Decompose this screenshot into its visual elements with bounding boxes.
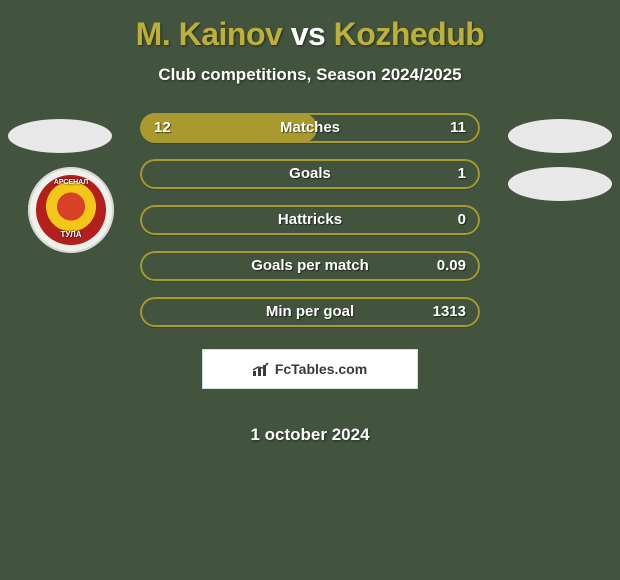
stat-row: Min per goal1313 [140,297,480,327]
stat-right-value: 0.09 [437,251,466,281]
fctables-badge: FcTables.com [202,349,418,389]
stat-right-value: 1313 [433,297,466,327]
subtitle: Club competitions, Season 2024/2025 [0,65,620,85]
page-title: M. Kainov vs Kozhedub [0,0,620,53]
date-text: 1 october 2024 [0,425,620,445]
chart-icon [253,362,271,376]
stat-rows: 12Matches11 Goals1 Hattricks0 Goals per mat… [140,113,480,343]
left-club-crest: АРСЕНАЛ ТУЛА [28,167,114,253]
left-placeholder-ellipse [8,119,112,153]
stat-label: Goals [140,159,480,189]
stat-label: Matches [140,113,480,143]
stat-label: Goals per match [140,251,480,281]
stat-right-value: 1 [458,159,466,189]
stat-row: Hattricks0 [140,205,480,235]
comparison-area: АРСЕНАЛ ТУЛА 12Matches11Goals1Hattricks0… [0,113,620,373]
right-placeholder-ellipse-1 [508,119,612,153]
title-vs: vs [291,16,326,52]
crest-top-text: АРСЕНАЛ [54,179,88,186]
title-left-player: M. Kainov [136,16,283,52]
stat-right-value: 0 [458,205,466,235]
stat-label: Hattricks [140,205,480,235]
crest-graphic: АРСЕНАЛ ТУЛА [36,175,106,245]
title-right-player: Kozhedub [334,16,485,52]
stat-label: Min per goal [140,297,480,327]
stat-row: Goals per match0.09 [140,251,480,281]
badge-text: FcTables.com [275,361,367,377]
stat-row: Goals1 [140,159,480,189]
stat-row: 12Matches11 [140,113,480,143]
stat-right-value: 11 [450,113,466,143]
crest-bottom-text: ТУЛА [61,230,82,239]
right-placeholder-ellipse-2 [508,167,612,201]
